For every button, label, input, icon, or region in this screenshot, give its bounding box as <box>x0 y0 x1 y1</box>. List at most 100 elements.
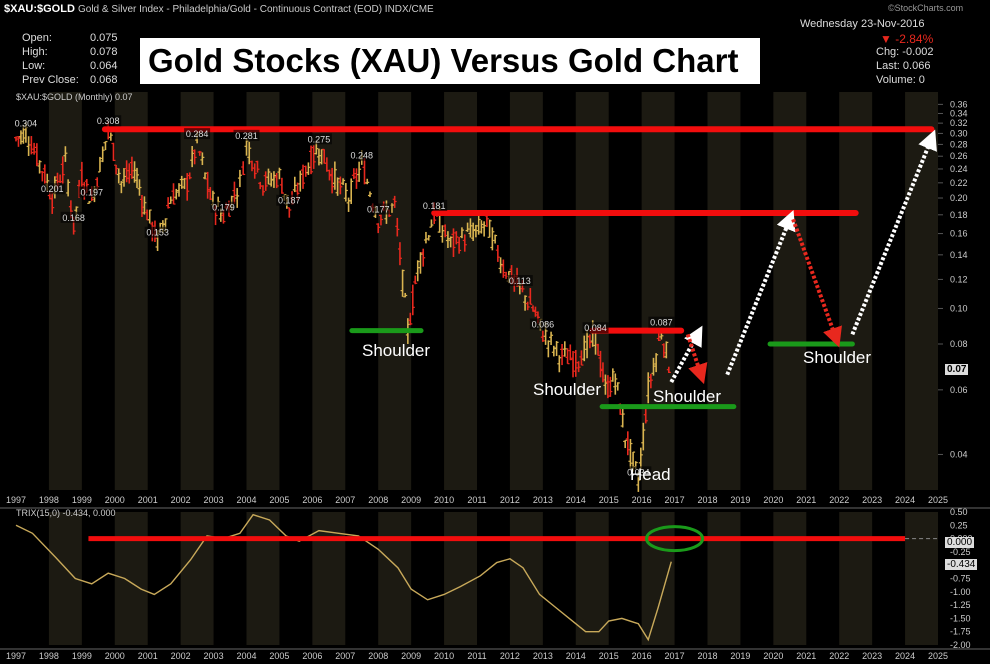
trix-value-tag: -0.434 <box>945 559 978 570</box>
data-label-bg <box>95 115 122 127</box>
brand-label: ©StockCharts.com <box>888 3 964 13</box>
x-tick-label: 2005 <box>269 651 289 661</box>
y-tick-label: 0.28 <box>950 139 968 149</box>
annotation-shoulder-future: Shoulder <box>803 348 872 367</box>
data-label: 0.181 <box>423 201 446 211</box>
x-tick-label: 2011 <box>467 651 486 661</box>
data-label: 0.086 <box>532 319 555 329</box>
x-tick-label: 2022 <box>829 495 849 505</box>
x-tick-label: 2001 <box>138 495 158 505</box>
x-tick-label: 2020 <box>763 495 783 505</box>
y-tick-label: 0.06 <box>950 385 968 395</box>
x-tick-label: 2004 <box>236 495 256 505</box>
data-label: 0.084 <box>584 323 607 333</box>
x-tick-label: 1997 <box>6 651 26 661</box>
x-tick-label: 2024 <box>895 651 915 661</box>
x-tick-label: 2010 <box>434 495 454 505</box>
year-stripe <box>509 512 543 645</box>
x-tick-label: 2011 <box>467 495 486 505</box>
year-stripe <box>114 92 148 490</box>
change-pct-value: -2.84% <box>895 32 934 46</box>
x-tick-label: 2024 <box>895 495 915 505</box>
trix-zero-tag: 0.000 <box>945 537 975 548</box>
data-label-bg <box>648 316 675 328</box>
change-pct: ▼ -2.84% <box>880 32 933 46</box>
x-tick-label: 2002 <box>171 651 191 661</box>
x-tick-label: 2008 <box>368 495 388 505</box>
y-tick-label: -1.00 <box>950 587 971 597</box>
x-tick-label: 2023 <box>862 651 882 661</box>
year-stripe <box>114 512 148 645</box>
x-tick-label: 2022 <box>829 651 849 661</box>
y-tick-label: 0.30 <box>950 128 968 138</box>
data-label-bg <box>506 274 533 286</box>
x-tick-label: 2000 <box>105 651 125 661</box>
x-tick-label: 2014 <box>566 651 586 661</box>
year-stripe <box>905 512 938 645</box>
data-label-bg <box>144 226 171 238</box>
year-stripe <box>773 512 807 645</box>
description-label: Gold & Silver Index - Philadelphia/Gold … <box>78 4 434 15</box>
x-tick-label: 1999 <box>72 495 92 505</box>
y-tick-label: -0.75 <box>950 574 971 584</box>
data-label: 0.187 <box>278 196 301 206</box>
data-label: 0.034 <box>627 467 650 477</box>
year-stripe <box>312 512 346 645</box>
x-tick-label: 2017 <box>665 495 685 505</box>
trix-line <box>15 513 672 642</box>
x-tick-label: 2009 <box>401 495 421 505</box>
projection-arrow <box>685 333 708 385</box>
data-label-bg <box>184 128 211 140</box>
x-tick-label: 2007 <box>335 651 355 661</box>
x-tick-label: 2002 <box>171 495 191 505</box>
data-label: 0.153 <box>146 228 169 238</box>
annotation-shoulder-mid: Shoulder <box>533 380 602 399</box>
data-label-bg <box>421 199 448 211</box>
year-stripe <box>246 512 280 645</box>
chg-label: Chg: -0.002 <box>876 46 934 58</box>
date-label: Wednesday 23-Nov-2016 <box>800 18 925 30</box>
x-tick-label: 2012 <box>500 495 520 505</box>
year-stripe <box>707 512 741 645</box>
y-tick-label: -1.25 <box>950 600 971 610</box>
year-stripe <box>905 92 938 490</box>
x-tick-label: 2018 <box>697 651 717 661</box>
x-tick-label: 2015 <box>599 495 619 505</box>
year-stripe <box>180 92 214 490</box>
x-tick-label: 2021 <box>796 651 816 661</box>
data-label-bg <box>233 129 260 141</box>
data-label-bg <box>210 201 237 213</box>
y-tick-label: 0.26 <box>950 151 968 161</box>
year-stripe <box>180 512 214 645</box>
x-tick-label: 2025 <box>928 495 948 505</box>
y-tick-label: 0.04 <box>950 449 968 459</box>
year-stripe <box>773 92 807 490</box>
y-tick-label: 0.50 <box>950 507 968 517</box>
x-tick-label: 2012 <box>500 651 520 661</box>
data-label-bg <box>12 117 39 129</box>
stat-open-value: 0.075 <box>90 32 118 44</box>
x-tick-label: 2001 <box>138 651 158 661</box>
trix-label: TRIX(15,0) -0.434, 0.000 <box>16 508 116 518</box>
y-tick-label: 0.10 <box>950 303 968 313</box>
x-tick-label: 2006 <box>302 495 322 505</box>
x-tick-label: 2018 <box>697 495 717 505</box>
year-stripe <box>641 92 675 490</box>
data-label-bg <box>60 211 87 223</box>
x-tick-label: 2009 <box>401 651 421 661</box>
annotation-shoulder-left: Shoulder <box>362 341 431 360</box>
year-stripe <box>312 92 346 490</box>
data-label: 0.201 <box>41 184 64 194</box>
x-tick-label: 2010 <box>434 651 454 661</box>
stat-low-value: 0.064 <box>90 60 118 72</box>
data-label-bg <box>39 183 66 195</box>
stat-open-label: Open: <box>22 32 52 44</box>
data-label: 0.177 <box>367 204 390 214</box>
y-tick-label: 0.32 <box>950 118 968 128</box>
data-label: 0.304 <box>15 118 38 128</box>
x-tick-label: 2023 <box>862 495 882 505</box>
y-tick-label: 0.22 <box>950 178 968 188</box>
x-tick-label: 1998 <box>39 495 59 505</box>
y-tick-label: 0.14 <box>950 250 968 260</box>
stat-low-label: Low: <box>22 60 46 72</box>
